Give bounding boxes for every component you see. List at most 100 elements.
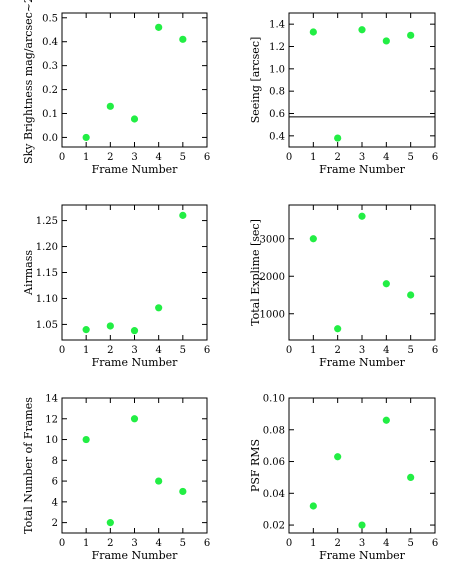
x-axis-title: Frame Number bbox=[92, 549, 179, 562]
x-tick-label: 0 bbox=[286, 152, 292, 163]
data-point bbox=[309, 28, 317, 36]
x-axis-title: Frame Number bbox=[92, 356, 179, 369]
x-tick-label: 4 bbox=[155, 538, 161, 549]
x-tick-label: 0 bbox=[286, 538, 292, 549]
data-point bbox=[106, 102, 114, 110]
x-tick-label: 6 bbox=[432, 538, 438, 549]
data-point bbox=[130, 115, 139, 123]
data-point bbox=[382, 37, 390, 45]
y-tick-label: 0.0 bbox=[42, 133, 58, 144]
x-axis-title: Frame Number bbox=[319, 163, 406, 176]
y-tick-label: 0.02 bbox=[263, 521, 285, 532]
y-tick-label: 0.04 bbox=[263, 489, 285, 500]
x-tick-label: 4 bbox=[155, 345, 161, 356]
data-point bbox=[358, 26, 366, 34]
x-tick-label: 4 bbox=[383, 345, 389, 356]
y-axis-title: Seeing [arcsec] bbox=[249, 37, 262, 124]
plot-frame bbox=[61, 12, 208, 148]
y-tick-label: 0.4 bbox=[269, 131, 285, 142]
data-point bbox=[407, 473, 415, 482]
y-tick-label: 1.10 bbox=[36, 294, 58, 305]
y-tick-label: 2 bbox=[52, 518, 58, 529]
y-tick-label: 1000 bbox=[260, 309, 285, 320]
x-tick-label: 5 bbox=[407, 152, 413, 163]
data-point bbox=[82, 326, 90, 334]
x-tick-label: 3 bbox=[131, 152, 137, 163]
x-tick-label: 5 bbox=[407, 345, 413, 356]
x-tick-label: 3 bbox=[359, 538, 365, 549]
y-tick-label: 0.06 bbox=[263, 457, 285, 468]
data-point bbox=[179, 35, 187, 43]
x-tick-label: 5 bbox=[407, 538, 413, 549]
y-tick-label: 12 bbox=[45, 414, 58, 425]
data-point bbox=[407, 291, 415, 299]
y-tick-label: 14 bbox=[45, 394, 58, 405]
y-tick-label: 0.6 bbox=[269, 109, 285, 120]
plot-frame bbox=[288, 397, 436, 534]
y-tick-label: 0.3 bbox=[42, 61, 58, 72]
y-tick-label: 4 bbox=[52, 497, 58, 508]
y-tick-label: 1.2 bbox=[269, 42, 285, 53]
x-tick-label: 2 bbox=[107, 345, 113, 356]
x-tick-label: 5 bbox=[180, 152, 186, 163]
data-point bbox=[130, 327, 139, 335]
x-tick-label: 2 bbox=[107, 152, 113, 163]
y-tick-label: 2000 bbox=[260, 272, 285, 283]
y-axis-title: Total Number of Frames bbox=[22, 397, 35, 534]
x-tick-label: 1 bbox=[83, 152, 89, 163]
y-tick-label: 1.25 bbox=[36, 216, 58, 227]
x-tick-label: 0 bbox=[59, 152, 65, 163]
data-point bbox=[179, 487, 187, 496]
y-tick-label: 0.5 bbox=[42, 13, 58, 24]
y-tick-label: 1.20 bbox=[36, 242, 58, 253]
chart-panel-6: 0 1 2 3 4 5 6 0.02 0.04 0.06 0.08 0.10 Frame Number P… bbox=[249, 394, 438, 563]
x-tick-label: 3 bbox=[359, 345, 365, 356]
y-tick-label: 0.4 bbox=[42, 37, 58, 48]
data-point bbox=[309, 502, 317, 510]
data-point bbox=[309, 235, 317, 243]
y-tick-label: 0.2 bbox=[42, 85, 58, 96]
x-tick-label: 6 bbox=[432, 345, 438, 356]
x-tick-label: 1 bbox=[310, 538, 316, 549]
chart-panel-4: 0 1 2 3 4 5 6 1000 2000 3000 Frame Number Total Exp… bbox=[249, 204, 438, 369]
data-point bbox=[106, 322, 114, 330]
chart-panel-2: 0 1 2 3 4 5 6 0.4 0.6 0.8 1.0 1.2 1.4 Frame Number See… bbox=[249, 12, 438, 176]
y-tick-label: 6 bbox=[52, 477, 58, 488]
x-tick-label: 6 bbox=[204, 538, 210, 549]
data-point bbox=[382, 416, 390, 424]
data-point bbox=[155, 23, 163, 31]
data-point bbox=[334, 325, 342, 333]
x-tick-label: 0 bbox=[286, 345, 292, 356]
x-tick-label: 2 bbox=[107, 538, 113, 549]
x-tick-label: 4 bbox=[383, 538, 389, 549]
plot-frame bbox=[288, 204, 436, 341]
x-tick-label: 0 bbox=[59, 538, 65, 549]
y-tick-label: 1.4 bbox=[269, 20, 285, 31]
y-tick-label: 0.08 bbox=[263, 425, 285, 436]
x-tick-label: 6 bbox=[432, 152, 438, 163]
plot-frame bbox=[61, 204, 208, 341]
x-tick-label: 3 bbox=[131, 345, 137, 356]
x-tick-label: 4 bbox=[155, 152, 161, 163]
data-point bbox=[106, 519, 114, 527]
y-axis-title: PSF RMS bbox=[249, 439, 262, 492]
x-tick-label: 2 bbox=[334, 152, 340, 163]
y-tick-label: 1.0 bbox=[269, 64, 285, 75]
data-point bbox=[179, 211, 187, 219]
x-tick-label: 3 bbox=[131, 538, 137, 549]
data-point bbox=[358, 521, 366, 529]
y-tick-label: 8 bbox=[52, 456, 58, 467]
y-tick-label: 3000 bbox=[260, 234, 285, 245]
data-point bbox=[334, 453, 342, 461]
data-point bbox=[155, 304, 163, 312]
data-point bbox=[358, 212, 366, 220]
x-tick-label: 3 bbox=[359, 152, 365, 163]
x-axis-title: Frame Number bbox=[319, 356, 406, 369]
x-tick-label: 1 bbox=[310, 152, 316, 163]
x-tick-label: 6 bbox=[204, 152, 210, 163]
chart-panel-3: 0 1 2 3 4 5 6 1.05 1.10 1.15 1.20 1.25 Frame Number A… bbox=[22, 204, 210, 369]
chart-panel-1: 0 1 2 3 4 5 6 0.0 0.1 0.2 0.3 0.4 0.5 Frame Number Sky… bbox=[22, 0, 210, 176]
y-tick-label: 10 bbox=[45, 435, 58, 446]
